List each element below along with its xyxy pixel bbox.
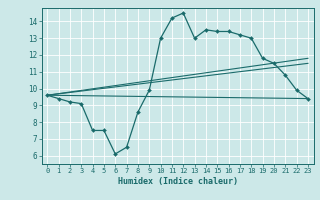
X-axis label: Humidex (Indice chaleur): Humidex (Indice chaleur) — [118, 177, 237, 186]
